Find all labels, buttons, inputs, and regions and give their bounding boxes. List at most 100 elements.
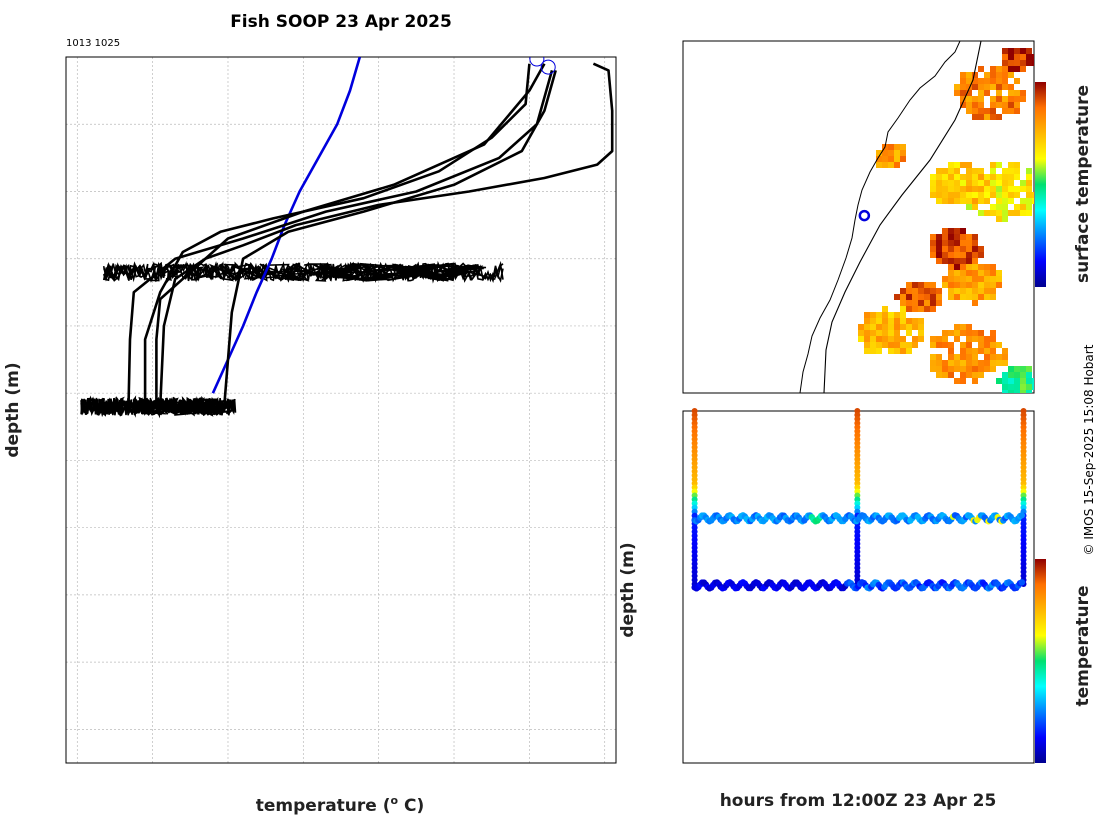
profile-x-label: temperature (o C)	[256, 794, 425, 816]
tow-trace	[102, 261, 504, 283]
sst-pixel	[996, 96, 1002, 102]
sst-pixel	[936, 174, 942, 180]
sst-pixel	[906, 324, 912, 330]
sst-pixel	[1014, 108, 1020, 114]
copyright-notice: © IMOS 15-Sep-2025 15:08 Hobart	[1082, 344, 1096, 555]
sst-pixel	[912, 318, 918, 324]
sst-pixel	[996, 90, 1002, 96]
sst-pixel	[876, 342, 882, 348]
sst-pixel	[966, 240, 972, 246]
sst-pixel	[894, 330, 900, 336]
temperature-profile	[158, 62, 614, 407]
sst-pixel	[900, 288, 906, 294]
sst-pixel	[1014, 102, 1020, 108]
sst-pixel	[978, 342, 984, 348]
sst-pixel	[984, 276, 990, 282]
sst-pixel	[972, 366, 978, 372]
sst-pixel	[978, 84, 984, 90]
sst-pixel	[936, 198, 942, 204]
sst-pixel	[990, 270, 996, 276]
sst-pixel	[954, 258, 960, 264]
sst-pixel	[900, 294, 906, 300]
sst-pixel	[936, 240, 942, 246]
sst-pixel	[966, 234, 972, 240]
sst-pixel	[870, 324, 876, 330]
sst-pixel	[996, 270, 1002, 276]
sst-pixel	[930, 336, 936, 342]
sst-pixel	[1020, 204, 1026, 210]
sst-pixel	[972, 192, 978, 198]
sst-pixel	[984, 294, 990, 300]
sst-pixel	[936, 342, 942, 348]
sst-pixel	[972, 246, 978, 252]
sst-pixel	[984, 198, 990, 204]
sst-pixel	[918, 330, 924, 336]
profile-chart: Fish SOOP 23 Apr 2025 1013 1025 temperat…	[3, 12, 617, 816]
sst-pixel	[972, 114, 978, 120]
sst-pixel	[942, 282, 948, 288]
sst-pixel	[978, 264, 984, 270]
sst-pixel	[924, 282, 930, 288]
sst-pixel	[888, 144, 894, 150]
sst-pixel	[930, 342, 936, 348]
sst-pixel	[942, 276, 948, 282]
sst-pixel	[954, 186, 960, 192]
sst-pixel	[876, 312, 882, 318]
sst-pixel	[918, 300, 924, 306]
sst-pixel	[1008, 96, 1014, 102]
sst-pixel	[900, 300, 906, 306]
tow-point	[1018, 579, 1026, 586]
sst-pixel	[1002, 72, 1008, 78]
sst-pixel	[1008, 384, 1014, 390]
sst-pixel	[990, 72, 996, 78]
sst-pixel	[918, 336, 924, 342]
sst-pixel	[1014, 210, 1020, 216]
temp-colorbar-label: temperature	[1073, 585, 1093, 706]
sst-pixel	[1008, 180, 1014, 186]
sst-pixel	[972, 372, 978, 378]
sst-pixel	[918, 294, 924, 300]
chart-title: Fish SOOP 23 Apr 2025	[230, 12, 452, 32]
sst-pixel	[984, 180, 990, 186]
sst-pixel	[966, 270, 972, 276]
sst-pixel	[930, 300, 936, 306]
sst-pixel	[948, 282, 954, 288]
sst-pixel	[948, 276, 954, 282]
sst-pixel	[1008, 390, 1014, 393]
sst-pixel	[978, 366, 984, 372]
sst-pixel	[972, 240, 978, 246]
sst-pixel	[954, 360, 960, 366]
sst-pixel	[1008, 60, 1014, 66]
sst-pixel	[1002, 180, 1008, 186]
sst-pixel	[954, 264, 960, 270]
sst-pixel	[948, 228, 954, 234]
sst-pixel	[936, 366, 942, 372]
sst-pixel	[996, 66, 1002, 72]
sst-pixel	[966, 102, 972, 108]
sst-pixel	[876, 336, 882, 342]
sst-pixel	[960, 354, 966, 360]
profile-y-label: depth (m)	[3, 362, 23, 457]
sst-pixel	[882, 330, 888, 336]
surface-marker	[540, 59, 556, 75]
sst-pixel	[936, 258, 942, 264]
sst-pixel	[978, 192, 984, 198]
sst-pixel	[972, 258, 978, 264]
sst-pixel	[1002, 216, 1008, 222]
sst-pixel	[984, 336, 990, 342]
sst-pixel	[936, 372, 942, 378]
sst-pixel	[978, 348, 984, 354]
sst-pixel	[954, 354, 960, 360]
sst-pixel	[882, 306, 888, 312]
sst-pixel	[990, 78, 996, 84]
sst-pixel	[954, 228, 960, 234]
sst-pixel	[966, 276, 972, 282]
sst-pixel	[930, 252, 936, 258]
time-y-label: depth (m)	[618, 542, 638, 637]
sst-pixel	[912, 294, 918, 300]
sst-pixel	[936, 180, 942, 186]
sst-pixel	[1008, 66, 1014, 72]
sst-pixel	[966, 360, 972, 366]
sst-pixel	[1014, 48, 1020, 54]
sst-pixel	[1026, 366, 1032, 372]
